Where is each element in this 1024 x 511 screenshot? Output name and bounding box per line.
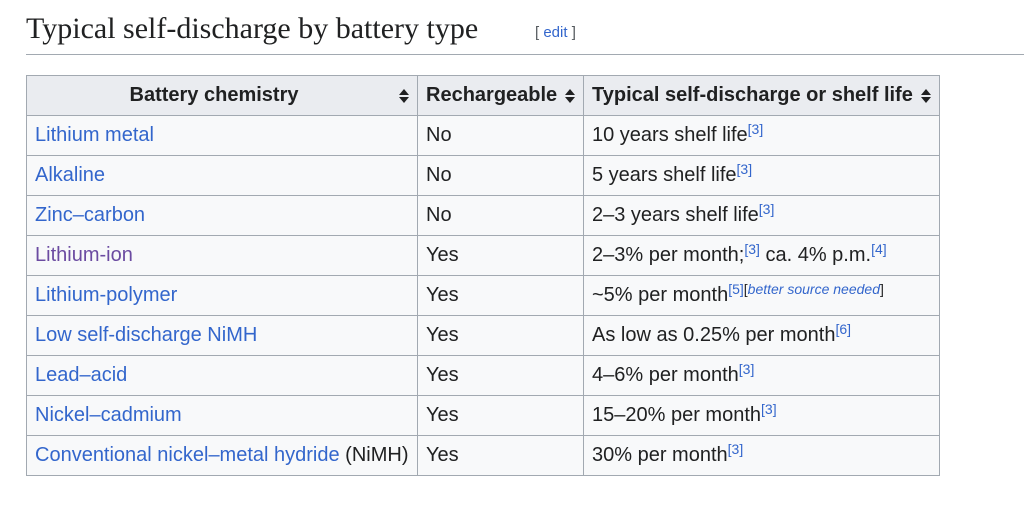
self-discharge-value: ~5% per month [592,284,729,306]
battery-chemistry-link[interactable]: Nickel–cadmium [35,404,182,426]
reference-superscript: [3] [744,241,760,257]
edit-section-link-wrapper: [ edit ] [535,24,576,41]
self-discharge-value: 2–3 years shelf life [592,204,759,226]
section-heading: Typical self-discharge by battery type [… [26,8,1024,55]
cell-self-discharge: 10 years shelf life[3] [583,115,940,156]
cell-battery-chemistry: Lead–acid [26,355,418,396]
table-row: Lithium-ion Yes 2–3% per month;[3] ca. 4% … [26,235,940,276]
cell-battery-chemistry: Nickel–cadmium [26,395,418,436]
table-row: Alkaline No 5 years shelf life[3] [26,155,940,196]
column-header-self-discharge[interactable]: Typical self-discharge or shelf life [583,75,940,116]
reference-superscript: [3] [728,441,744,457]
cell-rechargeable: No [417,155,584,196]
self-discharge-value: As low as 0.25% per month [592,324,836,346]
table-header-row: Battery chemistry Rechargeable Typical s… [26,75,940,116]
edit-section-link[interactable]: edit [543,24,568,41]
reference-superscript: [3] [761,401,777,417]
reference-superscript: [6] [835,321,851,337]
reference-superscript: [3] [748,121,764,137]
self-discharge-value: 30% per month [592,444,728,466]
sort-arrows-icon[interactable] [399,88,409,103]
cell-battery-chemistry: Low self-discharge NiMH [26,315,418,356]
cell-rechargeable: Yes [417,435,584,476]
table-row: Lithium metal No 10 years shelf life[3] [26,115,940,156]
self-discharge-value: 10 years shelf life [592,124,748,146]
cell-rechargeable: Yes [417,395,584,436]
column-header-label: Rechargeable [426,84,558,106]
cell-battery-chemistry: Lithium-ion [26,235,418,276]
cell-self-discharge: 15–20% per month[3] [583,395,940,436]
table-row: Nickel–cadmium Yes 15–20% per month[3] [26,395,940,436]
citation-needed-note: [better source needed] [744,281,884,297]
battery-chemistry-link[interactable]: Low self-discharge NiMH [35,324,258,346]
cell-rechargeable: No [417,115,584,156]
self-discharge-value: 5 years shelf life [592,164,737,186]
reference-link[interactable]: [3] [747,121,764,137]
cell-rechargeable: Yes [417,235,584,276]
reference-superscript: [3] [739,361,755,377]
reference-link[interactable]: [3] [744,241,760,257]
sort-arrows-icon[interactable] [565,88,575,103]
cell-battery-chemistry: Conventional nickel–metal hydride (NiMH) [26,435,418,476]
cell-rechargeable: Yes [417,355,584,396]
table-row: Low self-discharge NiMH Yes As low as 0.25… [26,315,940,356]
battery-chemistry-link[interactable]: Lithium-ion [35,244,133,266]
cell-rechargeable: Yes [417,275,584,316]
reference-superscript: [3] [737,161,753,177]
column-header-label: Battery chemistry [129,84,299,106]
better-source-needed-link[interactable]: better source needed [747,281,880,297]
battery-chemistry-link[interactable]: Zinc–carbon [35,204,146,226]
cell-rechargeable: Yes [417,315,584,356]
table-row: Lithium-polymer Yes ~5% per month[5][bette… [26,275,940,316]
column-header-rechargeable[interactable]: Rechargeable [417,75,584,116]
reference-link[interactable]: [6] [835,321,852,337]
reference-superscript: [3] [759,201,775,217]
self-discharge-value: 4–6% per month [592,364,739,386]
reference-link[interactable]: [5] [728,281,744,297]
note-bracket-open: [ [743,281,748,297]
cell-self-discharge: 5 years shelf life[3] [583,155,940,196]
cell-battery-chemistry: Lithium-polymer [26,275,418,316]
cell-self-discharge: 2–3% per month;[3] ca. 4% p.m.[4] [583,235,940,276]
cell-self-discharge: As low as 0.25% per month[6] [583,315,940,356]
reference-link[interactable]: [3] [738,361,755,377]
note-bracket-close: ] [880,281,884,297]
section-title: Typical self-discharge by battery type [26,12,479,45]
reference-link[interactable]: [3] [727,441,744,457]
cell-self-discharge: 2–3 years shelf life[3] [583,195,940,236]
reference-link[interactable]: [3] [761,401,777,417]
cell-self-discharge: 30% per month[3] [583,435,940,476]
sort-arrows-icon[interactable] [921,88,931,103]
cell-battery-chemistry: Zinc–carbon [26,195,418,236]
reference-link[interactable]: [4] [871,241,887,257]
table-row: Conventional nickel–metal hydride (NiMH)… [26,435,940,476]
cell-self-discharge: 4–6% per month[3] [583,355,940,396]
cell-self-discharge: ~5% per month[5][better source needed] [583,275,940,316]
column-header-label: Typical self-discharge or shelf life [592,84,913,106]
edit-bracket-close: ] [567,24,576,41]
self-discharge-value: 2–3% per month; [592,244,745,266]
battery-chemistry-link[interactable]: Conventional nickel–metal hydride [35,444,340,466]
battery-chemistry-link[interactable]: Lithium-polymer [35,284,178,306]
self-discharge-table: Battery chemistry Rechargeable Typical s… [26,75,940,476]
table-body: Lithium metal No 10 years shelf life[3] Alk… [26,115,940,476]
reference-link[interactable]: [3] [758,201,775,217]
self-discharge-value: 15–20% per month [592,404,762,426]
battery-chemistry-link[interactable]: Lead–acid [35,364,128,386]
battery-chemistry-link[interactable]: Lithium metal [35,124,154,146]
edit-bracket-open: [ [535,24,544,41]
cell-battery-chemistry: Lithium metal [26,115,418,156]
cell-battery-chemistry: Alkaline [26,155,418,196]
cell-rechargeable: No [417,195,584,236]
table-row: Lead–acid Yes 4–6% per month[3] [26,355,940,396]
battery-chemistry-link[interactable]: Alkaline [35,164,106,186]
column-header-battery-chemistry[interactable]: Battery chemistry [26,75,418,116]
battery-chemistry-abbrev: (NiMH) [339,444,409,466]
self-discharge-value-alt: ca. 4% p.m. [759,244,872,266]
reference-superscript: [5] [728,281,744,297]
reference-link[interactable]: [3] [736,161,753,177]
reference-superscript: [4] [871,241,887,257]
table-row: Zinc–carbon No 2–3 years shelf life[3] [26,195,940,236]
